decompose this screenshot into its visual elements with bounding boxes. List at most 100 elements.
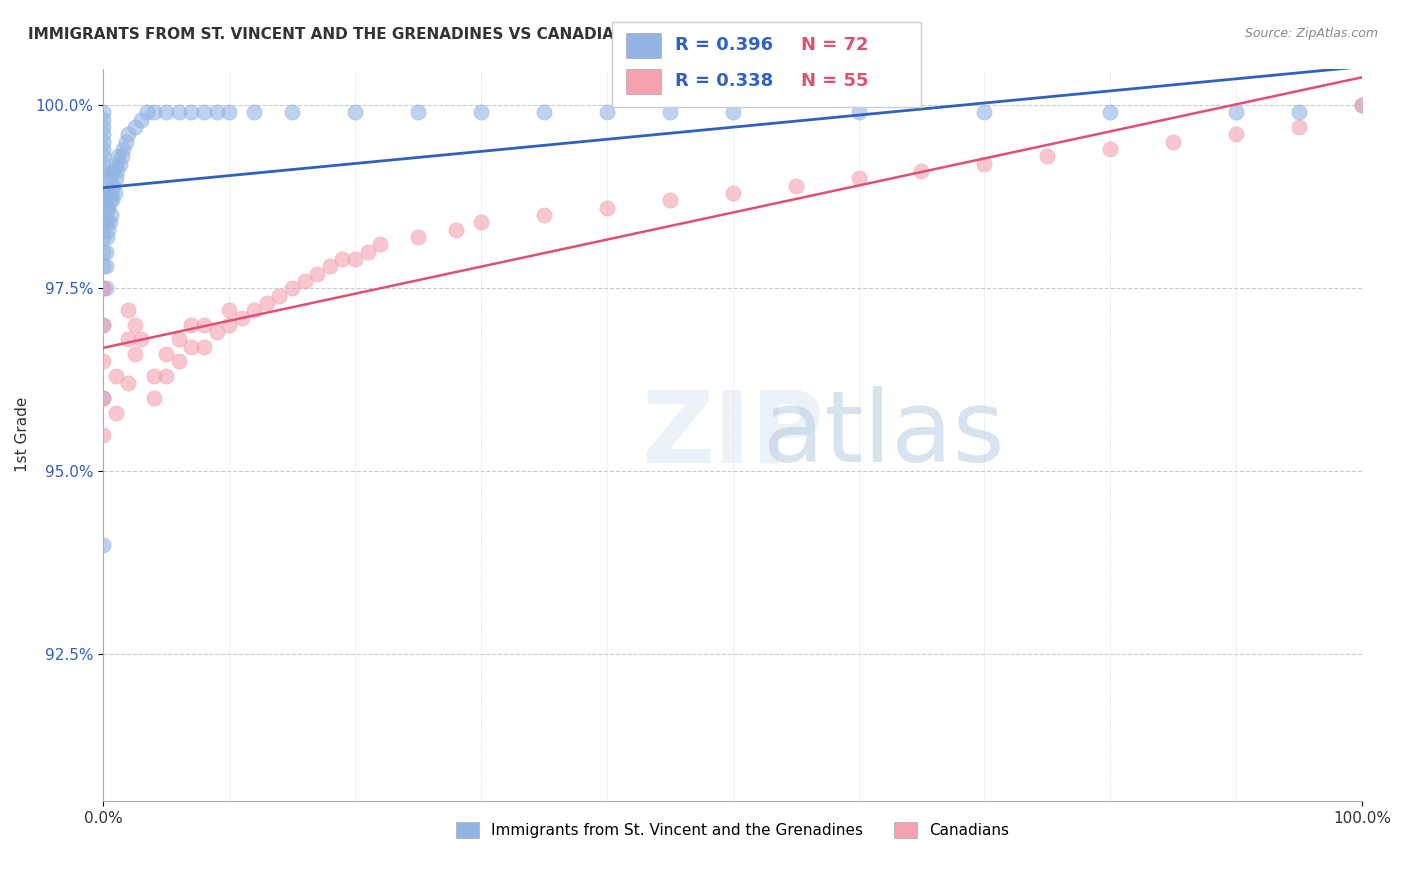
Point <box>319 259 342 273</box>
Text: N = 55: N = 55 <box>801 72 869 90</box>
Point <box>94 281 117 295</box>
Point <box>848 171 870 186</box>
Point <box>444 222 467 236</box>
Point <box>848 105 870 120</box>
Point <box>91 105 114 120</box>
Point <box>356 244 378 259</box>
Point <box>1225 128 1247 142</box>
Point <box>218 318 240 332</box>
Point <box>91 215 114 229</box>
Point <box>269 288 291 302</box>
Text: atlas: atlas <box>763 386 1004 483</box>
Point <box>142 369 165 384</box>
Point <box>243 105 266 120</box>
Point <box>406 105 429 120</box>
Point <box>91 171 114 186</box>
Point <box>218 105 240 120</box>
Point <box>406 230 429 244</box>
Point <box>91 135 114 149</box>
Point <box>94 259 117 273</box>
Point <box>344 105 367 120</box>
Point <box>96 215 118 229</box>
Point <box>104 186 127 200</box>
Point <box>721 105 744 120</box>
Point <box>973 157 995 171</box>
Point <box>117 376 139 391</box>
Point <box>91 537 114 551</box>
Text: ZIP: ZIP <box>641 386 824 483</box>
Point <box>91 120 114 134</box>
Point <box>91 149 114 163</box>
Point <box>91 354 114 368</box>
Point <box>91 244 114 259</box>
Point <box>91 391 114 405</box>
Point <box>91 164 114 178</box>
Point <box>193 340 215 354</box>
Text: R = 0.338: R = 0.338 <box>675 72 773 90</box>
Point <box>368 237 391 252</box>
Point <box>103 164 125 178</box>
Point <box>332 252 354 266</box>
Point <box>231 310 253 325</box>
Point <box>104 369 127 384</box>
Point <box>96 201 118 215</box>
Point <box>96 230 118 244</box>
Point <box>256 296 278 310</box>
Point <box>193 105 215 120</box>
Point <box>596 201 619 215</box>
Point <box>117 333 139 347</box>
Point <box>105 164 128 178</box>
Text: R = 0.396: R = 0.396 <box>675 37 773 54</box>
Point <box>470 215 492 229</box>
Point <box>108 157 131 171</box>
Point <box>142 391 165 405</box>
Point <box>100 208 122 222</box>
Point <box>117 303 139 318</box>
Y-axis label: 1st Grade: 1st Grade <box>15 397 30 473</box>
Point <box>180 105 202 120</box>
Point <box>104 406 127 420</box>
Point <box>155 105 177 120</box>
Point <box>112 142 135 156</box>
Point <box>107 149 129 163</box>
Point <box>104 157 127 171</box>
Point <box>193 318 215 332</box>
Point <box>91 186 114 200</box>
Point <box>658 105 681 120</box>
Point <box>155 347 177 361</box>
Text: Source: ZipAtlas.com: Source: ZipAtlas.com <box>1244 27 1378 40</box>
Point <box>91 281 114 295</box>
Point <box>100 186 122 200</box>
Point <box>1036 149 1059 163</box>
Point <box>129 112 152 127</box>
Point <box>142 105 165 120</box>
Legend: Immigrants from St. Vincent and the Grenadines, Canadians: Immigrants from St. Vincent and the Gren… <box>450 816 1015 845</box>
Point <box>155 369 177 384</box>
Point <box>281 281 304 295</box>
Point <box>205 105 228 120</box>
Point <box>1099 105 1122 120</box>
Point <box>307 267 329 281</box>
Point <box>117 128 139 142</box>
Point <box>136 105 159 120</box>
Point <box>98 171 121 186</box>
Point <box>124 347 146 361</box>
Point <box>124 120 146 134</box>
Point <box>1161 135 1184 149</box>
Point <box>205 325 228 339</box>
Point <box>167 105 190 120</box>
Point <box>1288 105 1310 120</box>
Point <box>97 201 120 215</box>
Point <box>294 274 316 288</box>
Point <box>596 105 619 120</box>
Point <box>658 194 681 208</box>
Point <box>94 244 117 259</box>
Point <box>1099 142 1122 156</box>
Point <box>167 354 190 368</box>
Point <box>91 157 114 171</box>
Point <box>1351 98 1374 112</box>
Point <box>103 178 125 193</box>
Point <box>124 318 146 332</box>
Point <box>344 252 367 266</box>
Point <box>91 391 114 405</box>
